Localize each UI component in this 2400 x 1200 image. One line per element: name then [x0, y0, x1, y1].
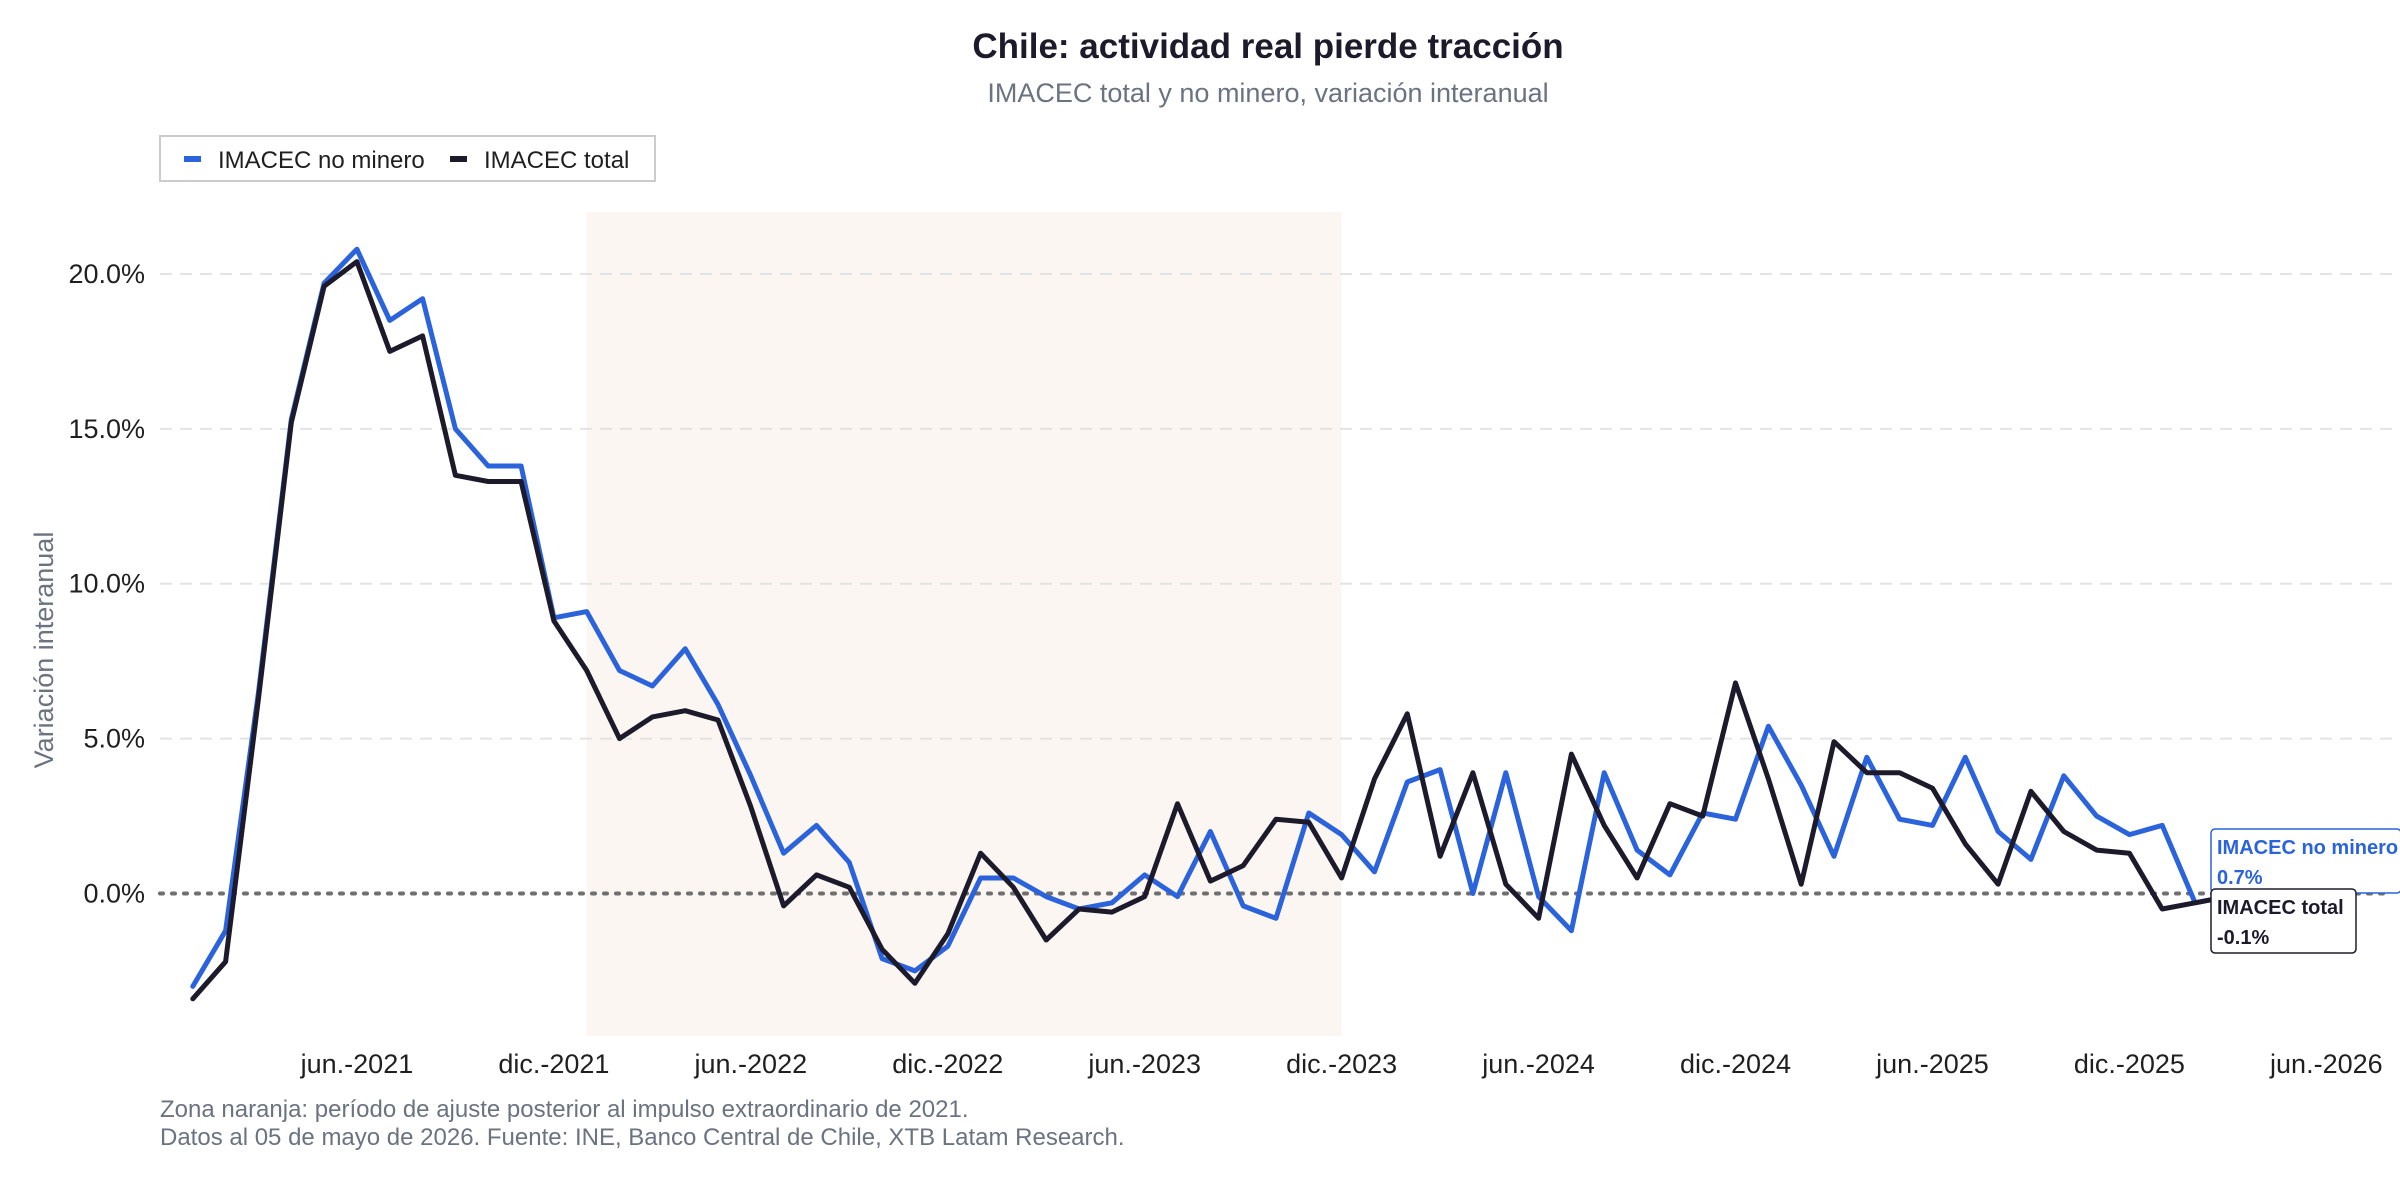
end-label-total-box [2210, 888, 2357, 954]
x-tick-label: jun.-2022 [694, 1049, 808, 1079]
y-axis-ticks: 0.0% 5.0% 10.0% 15.0% 20.0% [68, 259, 145, 909]
y-tick-label: 5.0% [83, 724, 145, 754]
series-line-total [190, 259, 2231, 1002]
y-tick-label: 0.0% [83, 879, 145, 909]
y-tick-label: 20.0% [68, 259, 145, 289]
legend-label-no-minero: IMACEC no minero [218, 147, 425, 174]
legend: IMACEC no minero IMACEC total [159, 135, 656, 182]
annotation-note-1: Zona naranja: período de ajuste posterio… [160, 1096, 969, 1123]
series-layer [190, 246, 2264, 1002]
end-label-total-series: IMACEC total [2217, 897, 2344, 919]
end-label-no-minero: IMACEC no minero 0.7% [2210, 828, 2400, 894]
y-tick-label: 10.0% [68, 569, 145, 599]
annotation-note-2: Datos al 05 de mayo de 2026. Fuente: INE… [160, 1124, 1125, 1151]
x-tick-label: jun.-2024 [1481, 1049, 1595, 1079]
x-tick-label: jun.-2023 [1087, 1049, 1201, 1079]
x-tick-label: jun.-2026 [2269, 1049, 2383, 1079]
x-tick-label: jun.-2021 [300, 1049, 414, 1079]
x-tick-label: dic.-2024 [1680, 1049, 1791, 1079]
y-tick-label: 15.0% [68, 414, 145, 444]
end-label-no-minero-value: 0.7% [2217, 867, 2263, 889]
x-tick-label: dic.-2025 [2074, 1049, 2185, 1079]
chart-subtitle: IMACEC total y no minero, variación inte… [987, 78, 1548, 108]
x-tick-label: dic.-2021 [498, 1049, 609, 1079]
x-tick-label: jun.-2025 [1875, 1049, 1989, 1079]
x-tick-label: dic.-2022 [892, 1049, 1003, 1079]
x-tick-label: dic.-2023 [1286, 1049, 1397, 1079]
gridlines [160, 272, 2392, 740]
y-axis-label: Variación interanual [29, 532, 59, 769]
end-labels: IMACEC no minero 0.7% IMACEC total -0.1% [2210, 828, 2400, 954]
legend-label-total: IMACEC total [484, 147, 629, 174]
chart-title: Chile: actividad real pierde tracción [972, 27, 1563, 66]
end-label-no-minero-series: IMACEC no minero [2217, 837, 2398, 859]
legend-box [159, 135, 656, 182]
end-label-total: IMACEC total -0.1% [2210, 888, 2357, 954]
x-axis-ticks: jun.-2021 dic.-2021 jun.-2022 dic.-2022 jun.… [300, 1049, 2383, 1079]
end-label-total-value: -0.1% [2217, 927, 2269, 949]
